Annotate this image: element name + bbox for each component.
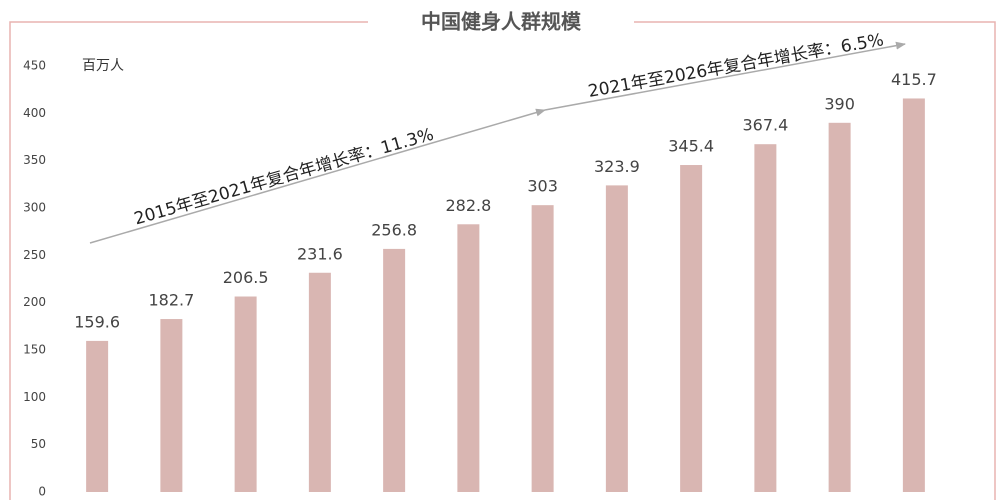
data-label: 182.7 [148, 291, 194, 310]
annotation: 2021年至2026年复合年增长率：6.5% [587, 30, 886, 102]
bar [457, 224, 480, 493]
y-tick-label: 150 [23, 343, 46, 357]
bar [531, 205, 554, 492]
data-label: 206.5 [223, 268, 269, 287]
bar [605, 185, 628, 492]
frame [9, 21, 996, 500]
data-label: 256.8 [371, 220, 417, 239]
data-label: 345.4 [668, 137, 714, 156]
y-tick-label: 50 [31, 437, 46, 451]
annotation: 2015年至2021年复合年增长率：11.3% [132, 125, 436, 230]
data-label: 159.6 [74, 312, 120, 331]
bar [86, 340, 109, 492]
y-tick-label: 350 [23, 153, 46, 167]
bar [902, 98, 925, 492]
y-tick-label: 0 [38, 485, 46, 499]
data-label: 415.7 [891, 70, 937, 89]
y-tick-label: 100 [23, 390, 46, 404]
data-label: 367.4 [742, 116, 788, 135]
y-tick-label: 300 [23, 201, 46, 215]
data-label: 231.6 [297, 244, 343, 263]
arrows [89, 41, 906, 244]
y-tick-label: 250 [23, 248, 46, 262]
y-tick-label: 200 [23, 295, 46, 309]
chart-title: 中国健身人群规模 [421, 10, 582, 34]
bar [828, 122, 851, 493]
data-label: 303 [527, 177, 558, 196]
data-label: 282.8 [445, 196, 491, 215]
bar [160, 319, 183, 492]
data-label: 390 [824, 94, 855, 113]
y-tick-label: 450 [23, 59, 46, 73]
bar [680, 165, 703, 492]
bar [234, 296, 257, 492]
y-tick-label: 400 [23, 106, 46, 120]
bar [383, 248, 406, 492]
y-axis-label: 百万人 [82, 58, 124, 74]
bar [308, 272, 331, 492]
data-label: 323.9 [594, 157, 640, 176]
bar [754, 144, 777, 492]
